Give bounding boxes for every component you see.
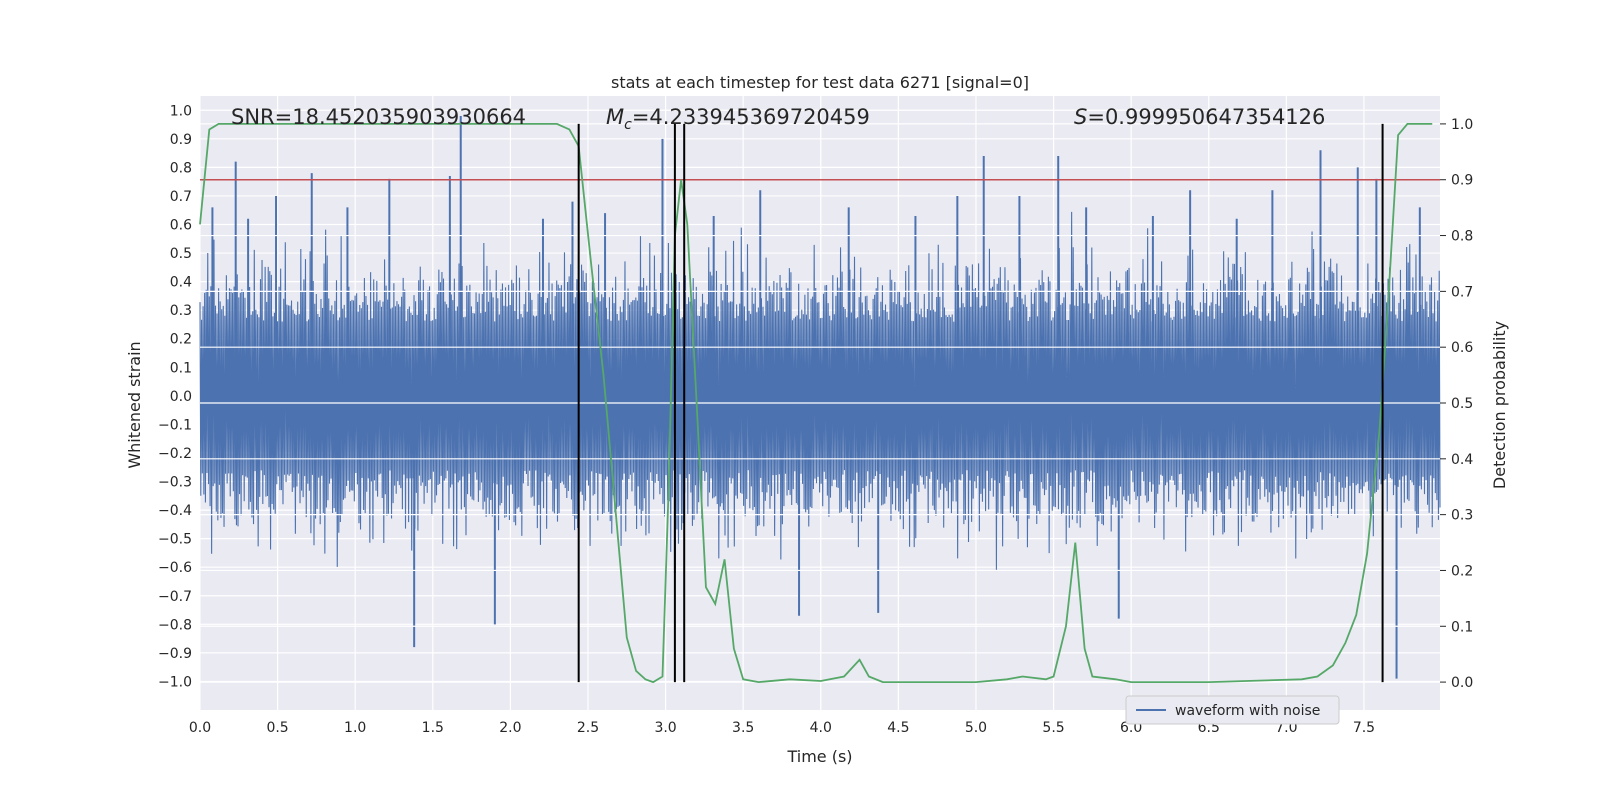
y-axis-label: Whitened strain <box>125 341 144 468</box>
x-tick-label: 1.0 <box>344 720 366 736</box>
y2-tick-label: 0.1 <box>1451 619 1473 635</box>
y2-axis-label: Detection probability <box>1490 321 1509 489</box>
y-tick-label: −0.3 <box>158 475 192 491</box>
probability-line <box>199 123 1433 684</box>
y-tick-label: 0.2 <box>170 332 192 348</box>
x-tick-label: 0.5 <box>266 720 288 736</box>
chart-title: stats at each timestep for test data 627… <box>611 73 1029 92</box>
vertical-markers <box>577 123 1384 683</box>
y-tick-label: 0.6 <box>170 218 192 234</box>
y-tick-label: 0.0 <box>170 389 192 405</box>
y-axis-ticks: 1.0 0.9 0.8 0.7 0.6 0.5 0.4 0.3 0.2 0.1 0.0 −0.1 −0.… <box>158 103 192 690</box>
y-tick-label: −0.4 <box>158 503 192 519</box>
y-tick-label: 0.9 <box>170 132 192 148</box>
y-tick-label: 0.4 <box>170 275 192 291</box>
y-tick-label: −0.6 <box>158 560 192 576</box>
y2-tick-label: 0.8 <box>1451 229 1473 245</box>
x-axis-label: Time (s) <box>786 747 852 766</box>
x-tick-label: 2.5 <box>577 720 599 736</box>
x-tick-label: 4.5 <box>887 720 909 736</box>
y-tick-label: −0.1 <box>158 417 192 433</box>
y2-tick-label: 0.2 <box>1451 563 1473 579</box>
x-tick-label: 0.0 <box>189 720 211 736</box>
y2-tick-label: 0.6 <box>1451 340 1473 356</box>
y-tick-label: 0.1 <box>170 360 192 376</box>
chirp-mass-value: =4.233945369720459 <box>632 105 870 129</box>
y-tick-label: −0.8 <box>158 617 192 633</box>
legend-box <box>1125 695 1340 725</box>
x-tick-label: 5.5 <box>1042 720 1064 736</box>
x-tick-label: 7.5 <box>1353 720 1375 736</box>
x-tick-label: 3.0 <box>654 720 676 736</box>
y-tick-label: 0.3 <box>170 303 192 319</box>
y2-tick-label: 0.0 <box>1451 675 1473 691</box>
legend: waveform with noise <box>1125 695 1340 725</box>
probability-series <box>199 123 1433 684</box>
score-annotation: S=0.999950647354126 <box>1074 105 1325 129</box>
y-tick-label: −0.5 <box>158 532 192 548</box>
y-tick-label: 1.0 <box>170 103 192 119</box>
y-tick-label: −0.9 <box>158 646 192 662</box>
x-tick-label: 4.0 <box>810 720 832 736</box>
y2-tick-label: 1.0 <box>1451 117 1473 133</box>
y-tick-label: −0.2 <box>158 446 192 462</box>
y-tick-label: −1.0 <box>158 674 192 690</box>
y2-axis-ticks: 1.0 0.9 0.8 0.7 0.6 0.5 0.4 0.3 0.2 0.1 0.0 <box>1440 117 1473 691</box>
snr-annotation: SNR=18.452035903930664 <box>231 105 526 129</box>
y2-tick-label: 0.7 <box>1451 284 1473 300</box>
x-tick-label: 1.5 <box>422 720 444 736</box>
score-value: =0.999950647354126 <box>1087 105 1325 129</box>
x-tick-label: 3.5 <box>732 720 754 736</box>
y-tick-label: 0.5 <box>170 246 192 262</box>
x-tick-label: 5.0 <box>965 720 987 736</box>
y-tick-label: 0.7 <box>170 189 192 205</box>
waveform-series <box>199 115 1441 679</box>
chirp-mass-annotation: Mc=4.233945369720459 <box>606 105 870 133</box>
waveform-line <box>199 211 1441 570</box>
y2-tick-label: 0.5 <box>1451 396 1473 412</box>
y2-tick-label: 0.9 <box>1451 173 1473 189</box>
y-tick-label: −0.7 <box>158 589 192 605</box>
score-symbol: S <box>1074 105 1087 129</box>
x-tick-label: 2.0 <box>499 720 521 736</box>
y-tick-label: 0.8 <box>170 160 192 176</box>
legend-label: waveform with noise <box>1175 703 1320 719</box>
y2-tick-label: 0.4 <box>1451 452 1473 468</box>
chirp-mass-subscript: c <box>624 117 632 133</box>
y2-tick-label: 0.3 <box>1451 508 1473 524</box>
chirp-mass-symbol: M <box>606 105 624 129</box>
